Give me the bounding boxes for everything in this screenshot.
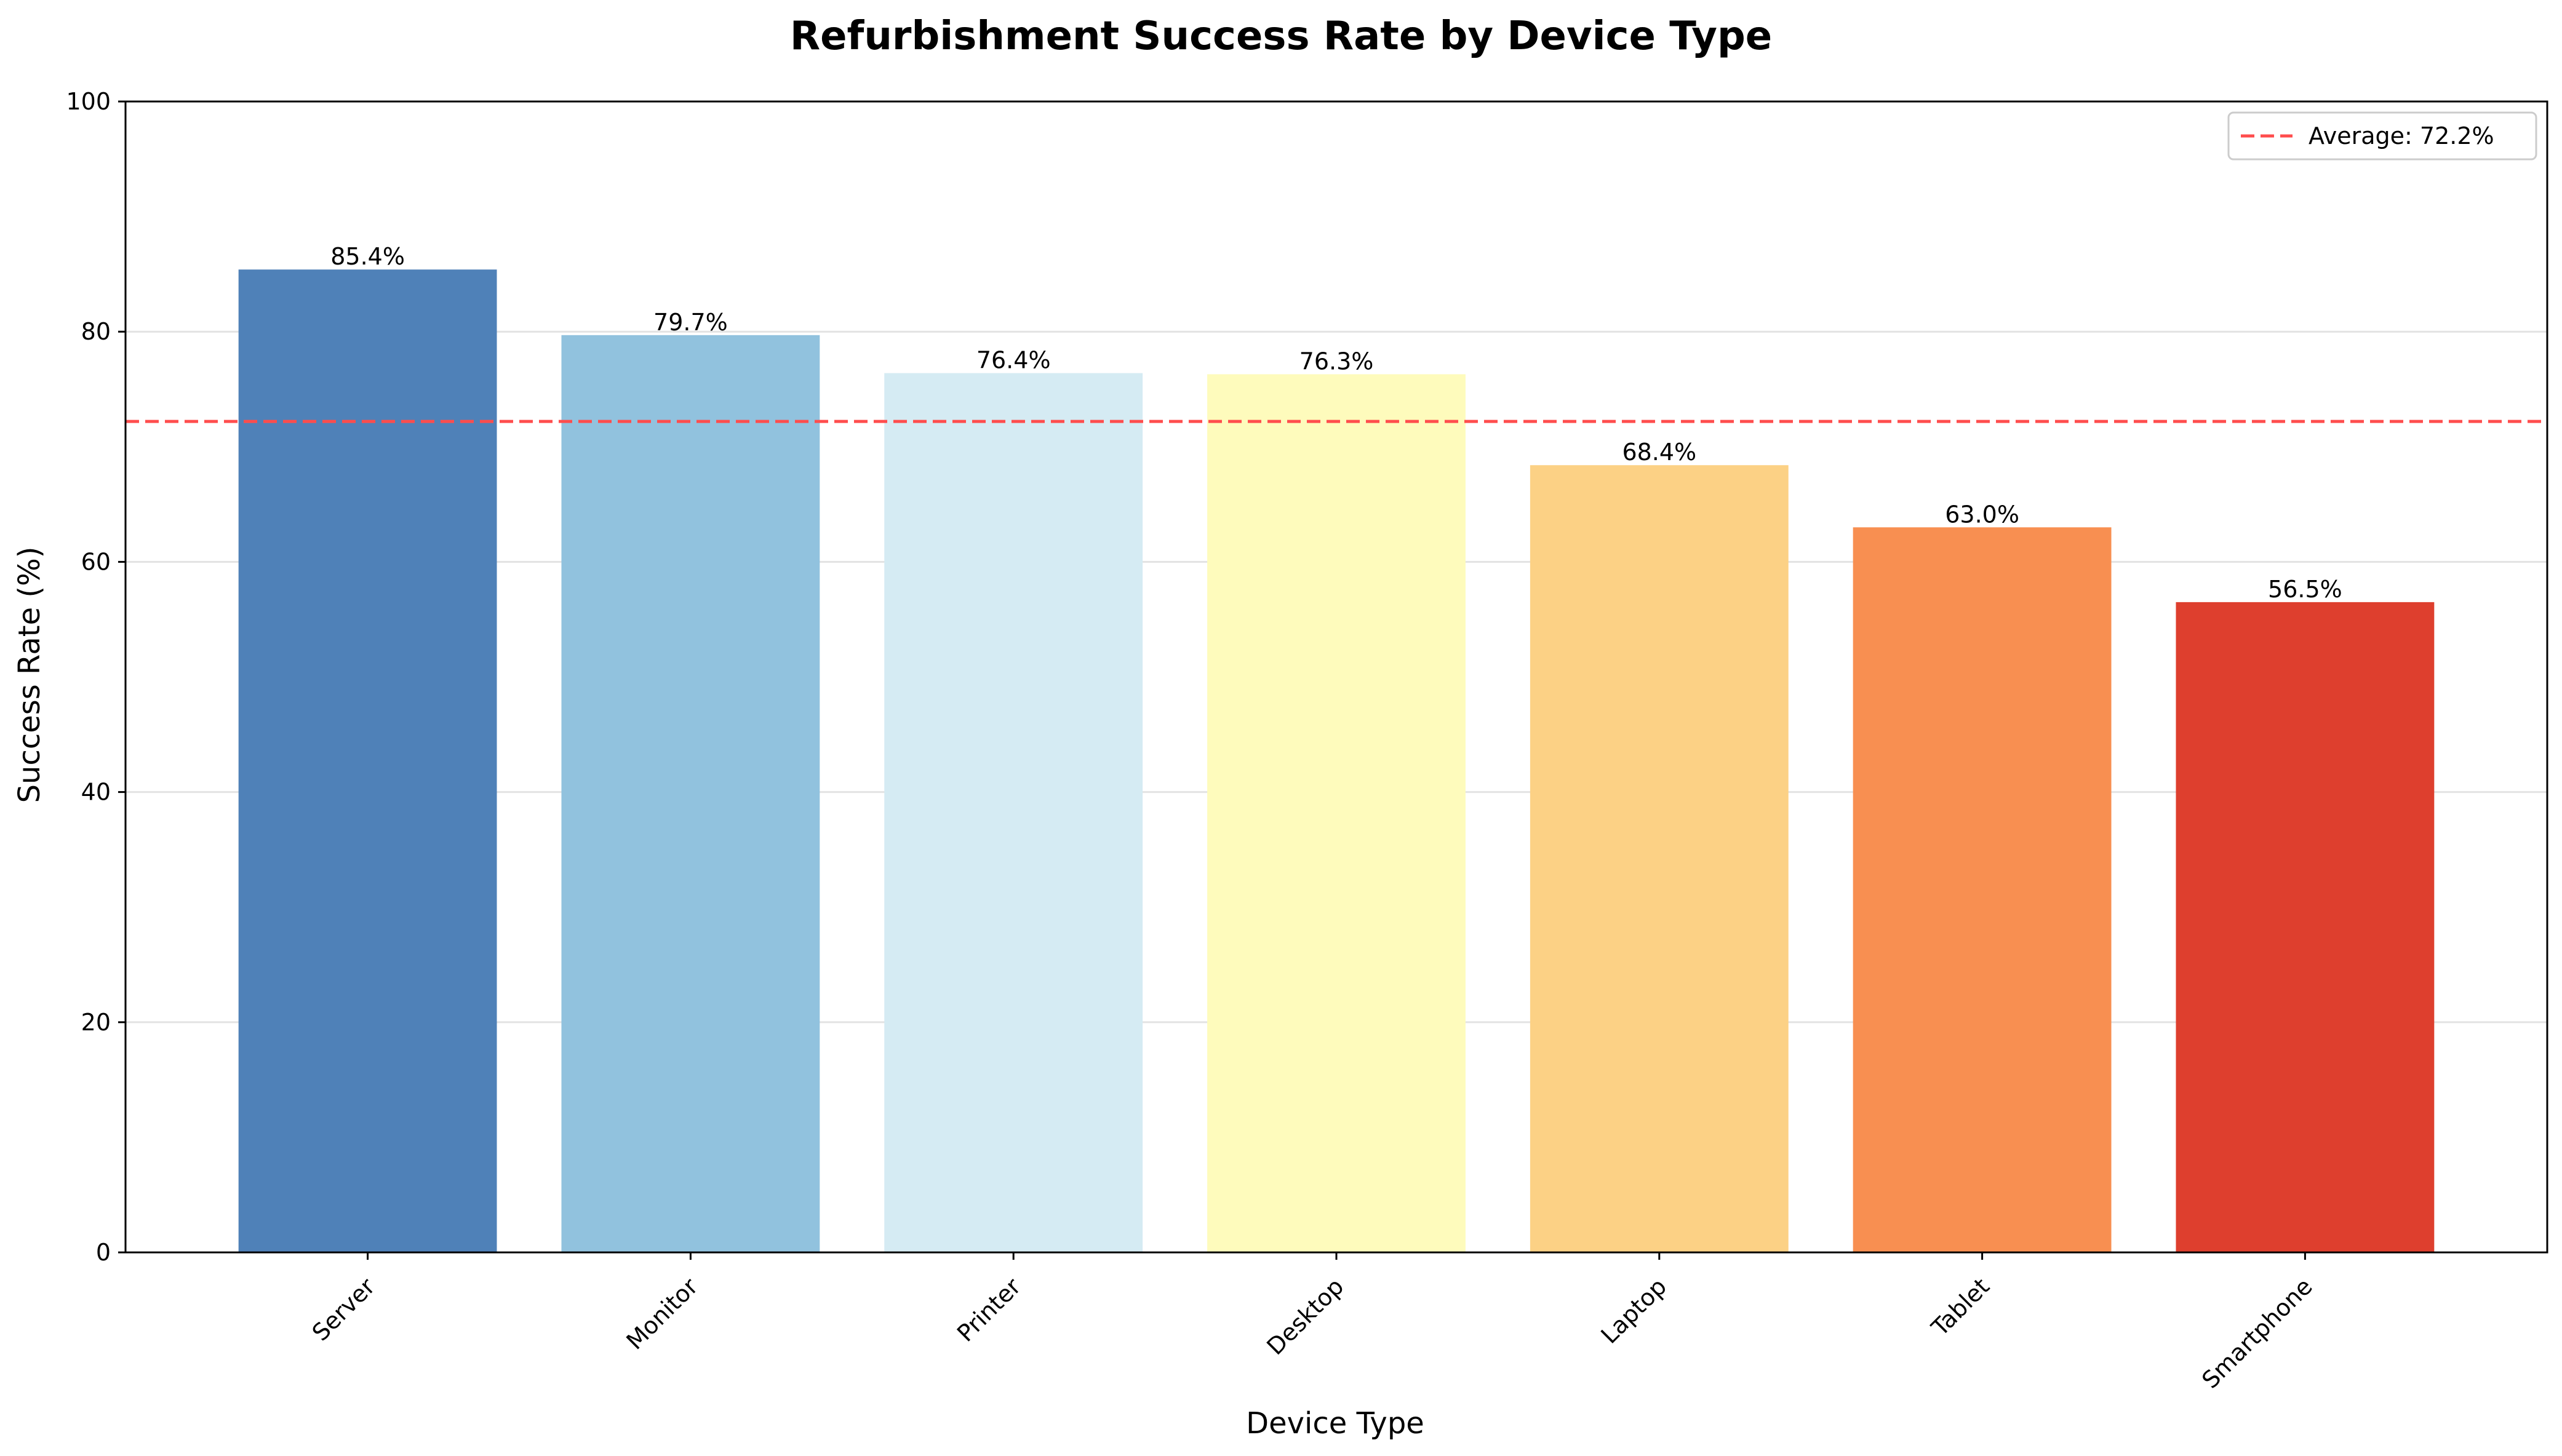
x-tick-label: Printer (952, 1273, 1026, 1347)
y-axis-label: Success Rate (%) (12, 547, 47, 803)
data-labels: 85.4% 79.7% 76.4% 76.3% 68.4% 63.0% 56.5% (330, 243, 2342, 603)
y-tick-label: 60 (81, 548, 111, 575)
data-label: 76.3% (1299, 348, 1374, 375)
x-axis-label: Device Type (1246, 1406, 1424, 1441)
x-tick-label: Desktop (1261, 1273, 1349, 1360)
data-label: 56.5% (2268, 576, 2342, 603)
bar-monitor (561, 335, 820, 1252)
y-tick-label: 0 (96, 1239, 111, 1266)
legend-label: Average: 72.2% (2309, 122, 2494, 149)
legend: Average: 72.2% (2227, 111, 2537, 161)
legend-box (2227, 111, 2537, 161)
x-tick-label: Laptop (1596, 1273, 1672, 1349)
bar-desktop (1207, 374, 1466, 1252)
bar-smartphone (2176, 602, 2435, 1252)
data-label: 63.0% (1945, 501, 2019, 528)
data-label: 85.4% (330, 243, 405, 270)
bar-laptop (1530, 465, 1789, 1252)
data-label: 79.7% (653, 309, 728, 336)
bars (238, 269, 2435, 1252)
data-label: 76.4% (976, 347, 1051, 374)
chart-title: Refurbishment Success Rate by Device Typ… (790, 14, 1772, 59)
data-label: 68.4% (1622, 439, 1696, 466)
bar-server (238, 269, 497, 1252)
x-tick-label: Tablet (1926, 1273, 1995, 1342)
bar-printer (884, 373, 1143, 1252)
bar-tablet (1853, 527, 2112, 1252)
x-tick-label: Smartphone (2197, 1273, 2317, 1393)
y-tick-label: 100 (66, 88, 111, 115)
y-tick-label: 20 (81, 1009, 111, 1036)
x-tick-label: Server (307, 1273, 380, 1346)
y-tick-label: 40 (81, 779, 111, 806)
y-tick-label: 80 (81, 318, 111, 345)
x-tick-label: Monitor (621, 1273, 704, 1355)
